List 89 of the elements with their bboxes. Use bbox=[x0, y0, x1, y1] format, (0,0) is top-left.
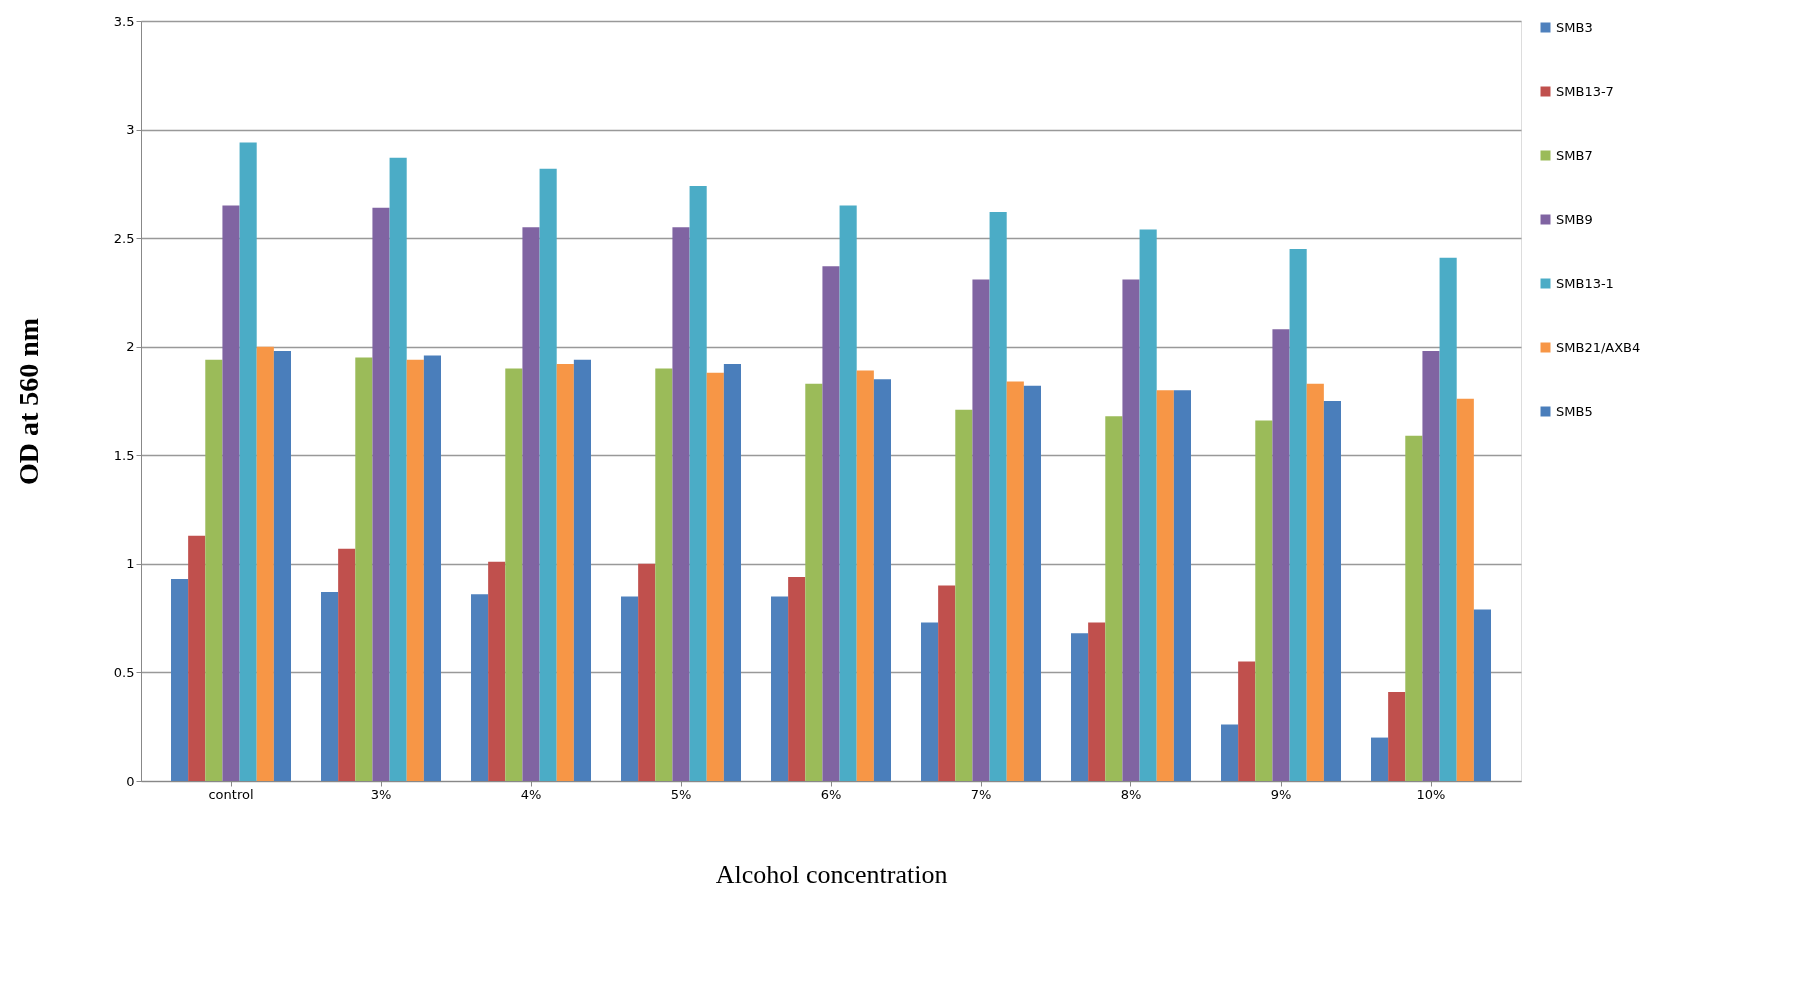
x-tick-label: 8% bbox=[1120, 786, 1142, 802]
bar bbox=[822, 266, 840, 781]
bar bbox=[989, 212, 1007, 781]
bar bbox=[955, 409, 973, 781]
legend-label: SMB5 bbox=[1556, 403, 1593, 419]
legend-label: SMB3 bbox=[1556, 19, 1593, 35]
x-tick-label: 3% bbox=[370, 786, 392, 802]
bar bbox=[1122, 279, 1140, 781]
bar bbox=[1306, 383, 1324, 781]
bar bbox=[1006, 381, 1024, 781]
bar bbox=[771, 596, 789, 781]
bar bbox=[522, 227, 540, 781]
bar bbox=[188, 535, 206, 781]
bar bbox=[239, 142, 257, 781]
bar bbox=[1088, 622, 1106, 781]
bar bbox=[372, 207, 390, 781]
bar bbox=[938, 585, 956, 781]
x-tick-label: 10% bbox=[1416, 786, 1446, 802]
x-tick-label: 4% bbox=[520, 786, 542, 802]
legend-label: SMB13-1 bbox=[1556, 275, 1614, 291]
bar bbox=[1139, 229, 1157, 781]
bar bbox=[1388, 691, 1406, 781]
bar bbox=[921, 622, 939, 781]
bar bbox=[839, 205, 857, 781]
bar bbox=[389, 157, 407, 781]
y-tick-label: 1.5 bbox=[113, 447, 135, 463]
bar bbox=[873, 379, 891, 781]
bar bbox=[171, 579, 189, 781]
bar bbox=[856, 370, 874, 781]
bar bbox=[672, 227, 690, 781]
bar bbox=[1023, 385, 1041, 781]
bar bbox=[1289, 249, 1307, 781]
bar bbox=[1272, 329, 1290, 781]
bar bbox=[488, 561, 506, 781]
bar bbox=[1439, 257, 1457, 781]
y-tick-label: 0.5 bbox=[113, 664, 135, 680]
bar bbox=[406, 359, 424, 781]
bar bbox=[638, 563, 656, 781]
y-tick-label: 3 bbox=[126, 122, 135, 138]
y-tick-label: 1 bbox=[126, 556, 135, 572]
bar bbox=[689, 186, 707, 781]
x-axis-title: Alcohol concentration bbox=[715, 859, 948, 889]
bar bbox=[1156, 390, 1174, 781]
y-tick-label: 2 bbox=[126, 339, 135, 355]
bar bbox=[1422, 351, 1440, 781]
bar bbox=[1105, 416, 1123, 781]
x-tick-label: 9% bbox=[1270, 786, 1292, 802]
bar bbox=[723, 364, 741, 781]
bar bbox=[1405, 435, 1423, 781]
legend-label: SMB13-7 bbox=[1556, 83, 1614, 99]
bar bbox=[1371, 737, 1389, 781]
x-tick-label: 6% bbox=[820, 786, 842, 802]
bar bbox=[539, 168, 557, 781]
bar bbox=[222, 205, 240, 781]
bar bbox=[972, 279, 990, 781]
y-tick-label: 0 bbox=[126, 773, 135, 789]
bar bbox=[556, 364, 574, 781]
bar bbox=[471, 594, 489, 781]
x-tick-label: 5% bbox=[670, 786, 692, 802]
y-tick-label: 2.5 bbox=[113, 230, 135, 246]
bar bbox=[1221, 724, 1239, 781]
bar bbox=[805, 383, 823, 781]
bar bbox=[1071, 633, 1089, 781]
bar bbox=[1456, 398, 1474, 781]
bar bbox=[423, 355, 441, 781]
bar bbox=[1323, 401, 1341, 781]
bar bbox=[505, 368, 523, 781]
bar bbox=[256, 346, 274, 781]
legend-label: SMB9 bbox=[1556, 211, 1593, 227]
bar bbox=[1473, 609, 1491, 781]
bar bbox=[788, 576, 806, 781]
bar bbox=[1238, 661, 1256, 781]
bar bbox=[621, 596, 639, 781]
bar bbox=[205, 359, 223, 781]
legend-label: SMB21/AXB4 bbox=[1556, 339, 1641, 355]
y-tick-label: 3.5 bbox=[113, 13, 135, 29]
bar bbox=[1173, 390, 1191, 781]
x-tick-label: 7% bbox=[970, 786, 992, 802]
x-tick-label: control bbox=[208, 786, 254, 802]
bar bbox=[355, 357, 373, 781]
bar bbox=[321, 592, 339, 781]
bar bbox=[1255, 420, 1273, 781]
legend-label: SMB7 bbox=[1556, 147, 1593, 163]
bar bbox=[573, 359, 591, 781]
y-axis-title: OD at 560 nm bbox=[12, 317, 44, 486]
bar bbox=[706, 372, 724, 781]
bar bbox=[655, 368, 673, 781]
bar bbox=[273, 351, 291, 781]
bar bbox=[338, 548, 356, 781]
